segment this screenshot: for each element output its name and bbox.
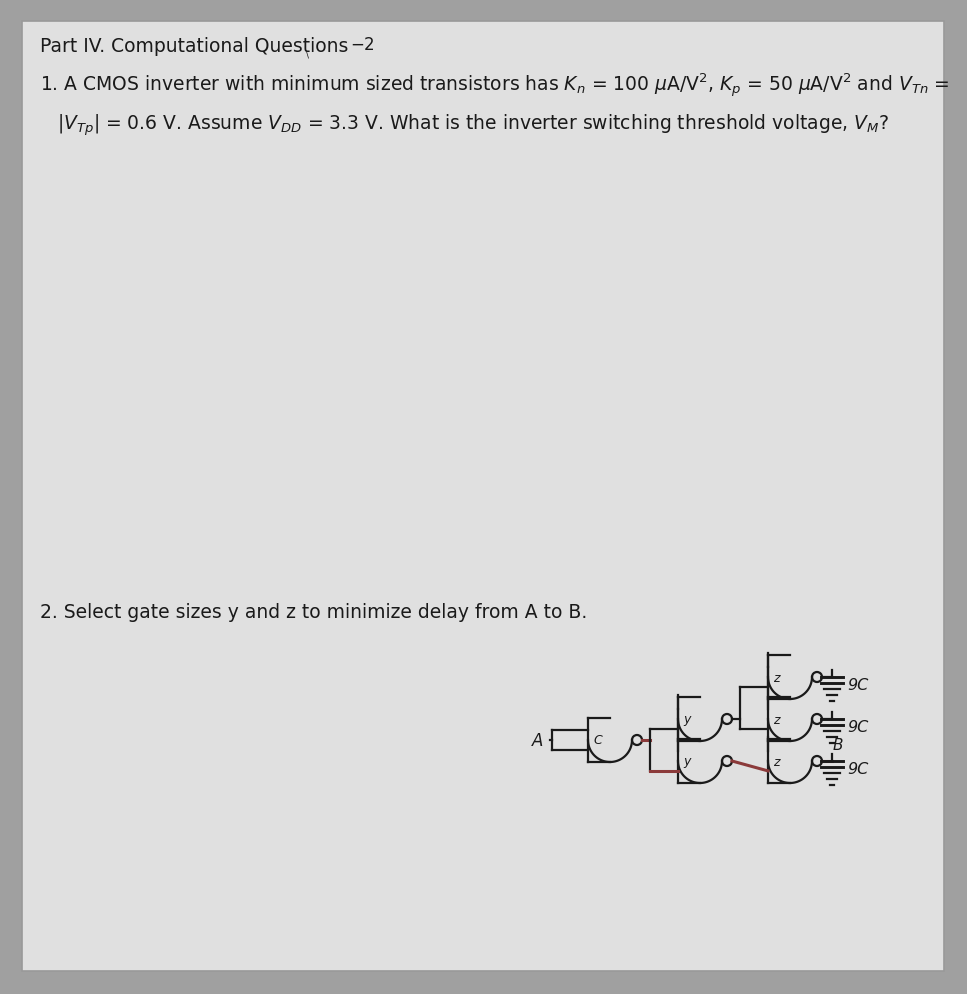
Text: y: y bbox=[683, 754, 690, 767]
Text: A: A bbox=[532, 732, 543, 749]
Text: $|V_{Tp}|$ = 0.6 V. Assume $V_{DD}$ = 3.3 V. What is the inverter switching thre: $|V_{Tp}|$ = 0.6 V. Assume $V_{DD}$ = 3.… bbox=[57, 112, 889, 138]
Text: 9C: 9C bbox=[847, 677, 868, 692]
Text: z: z bbox=[773, 671, 779, 684]
Text: 1. A CMOS inverter with minimum sized transistors has $K_n$ = 100 $\mu$A/V$^2$, : 1. A CMOS inverter with minimum sized tr… bbox=[40, 73, 950, 100]
Text: Part IV. Computational Questions: Part IV. Computational Questions bbox=[40, 37, 348, 56]
Text: $-2$: $-2$ bbox=[350, 36, 375, 54]
Text: 2. Select gate sizes y and z to minimize delay from A to B.: 2. Select gate sizes y and z to minimize… bbox=[40, 602, 587, 621]
Text: C: C bbox=[593, 734, 601, 746]
Text: B: B bbox=[833, 738, 843, 752]
Text: 9C: 9C bbox=[847, 760, 868, 775]
Text: y: y bbox=[683, 713, 690, 726]
Text: z: z bbox=[773, 713, 779, 726]
Text: 9C: 9C bbox=[847, 719, 868, 734]
FancyBboxPatch shape bbox=[22, 22, 944, 971]
Text: z: z bbox=[773, 754, 779, 767]
Text: $_{\mathsf{\backslash}}$: $_{\mathsf{\backslash}}$ bbox=[305, 49, 310, 62]
